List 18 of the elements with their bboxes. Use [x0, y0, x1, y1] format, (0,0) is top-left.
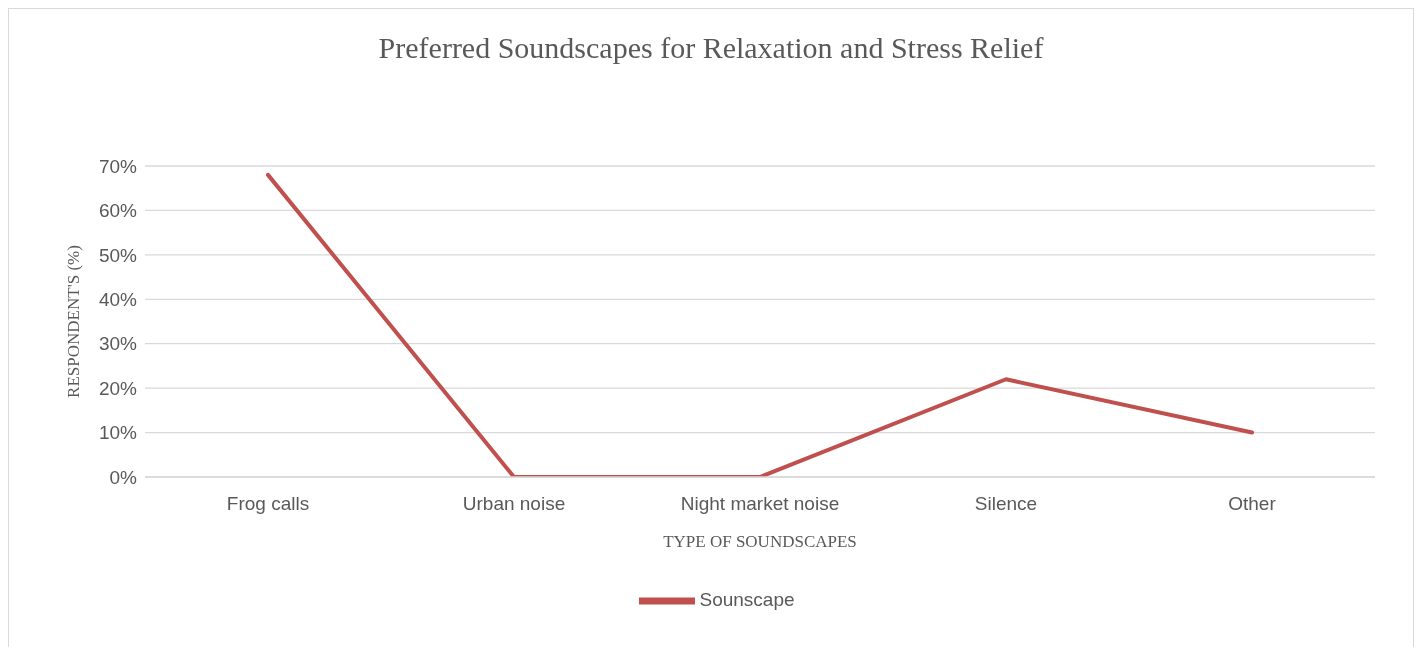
x-tick-label: Other	[1228, 493, 1277, 515]
y-tick-label: 50%	[98, 244, 138, 266]
y-tick-label: 60%	[98, 200, 138, 222]
y-tick-label: 70%	[98, 155, 138, 177]
y-tick-label: 20%	[98, 377, 138, 399]
x-tick-label: Silence	[974, 493, 1038, 515]
y-tick-label: 10%	[98, 422, 138, 444]
x-axis-title: TYPE OF SOUNDSCAPES	[663, 532, 857, 552]
y-tick-label: 0%	[109, 466, 138, 488]
y-tick-label: 40%	[98, 289, 138, 311]
line-series	[266, 172, 1254, 477]
x-tick-label: Night market noise	[680, 493, 840, 515]
x-tick-label: Frog calls	[226, 493, 310, 515]
legend-label: Sounscape	[699, 589, 795, 611]
y-tick-label: 30%	[98, 333, 138, 355]
chart-title: Preferred Soundscapes for Relaxation and Stress Relief	[377, 31, 1045, 65]
y-axis-title: RESPONDENT'S (%)	[64, 245, 84, 398]
x-tick-label: Urban noise	[462, 493, 566, 515]
